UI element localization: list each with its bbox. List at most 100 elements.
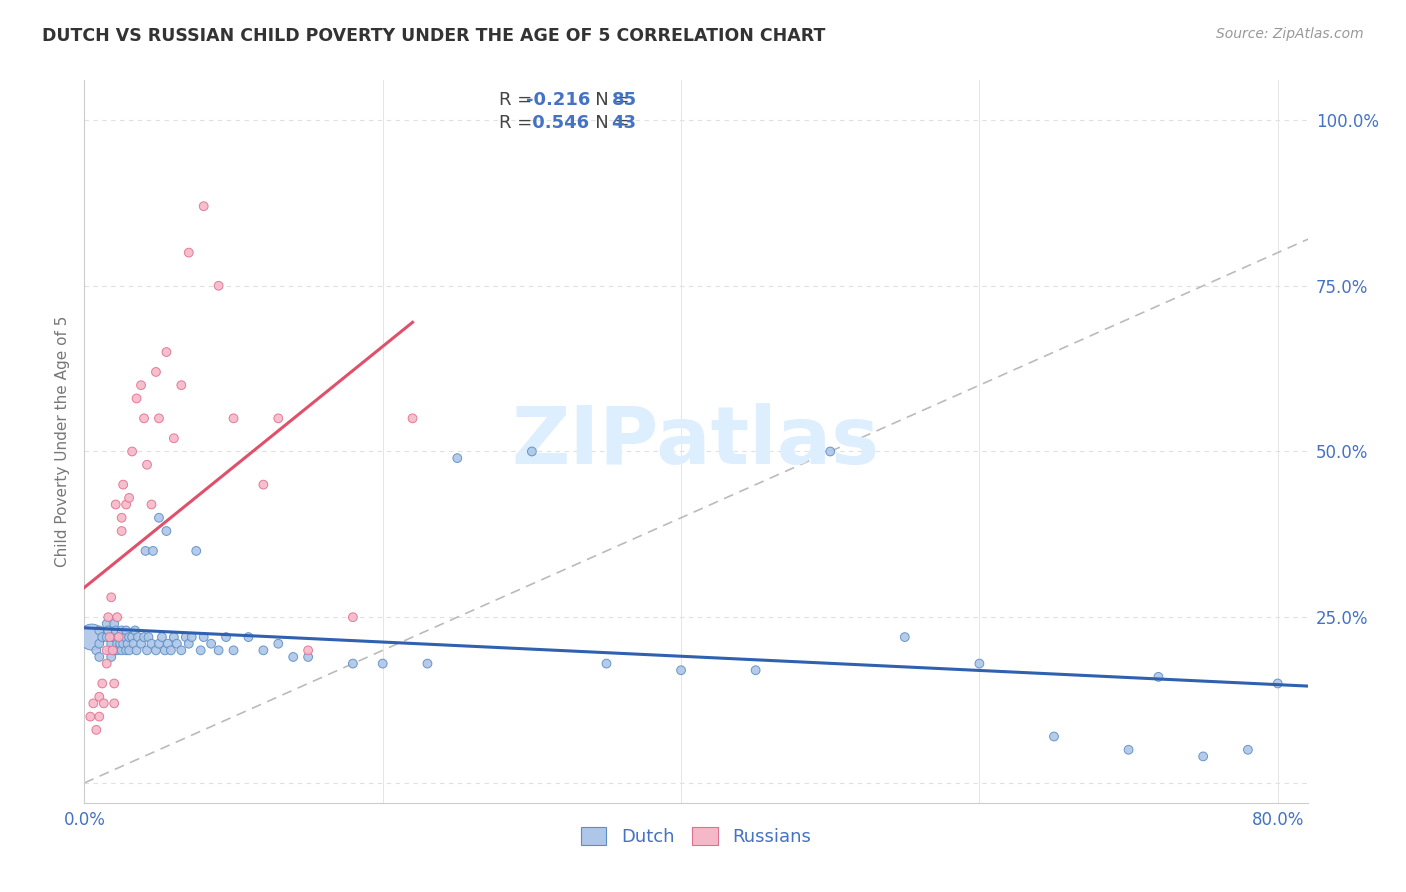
Point	[100, 650, 122, 665]
Point	[96, 643, 118, 657]
Point	[135, 544, 157, 558]
Point	[125, 643, 148, 657]
Point	[252, 643, 274, 657]
Point	[136, 458, 159, 472]
Point	[163, 630, 186, 644]
Point	[121, 630, 143, 644]
Point	[145, 643, 167, 657]
Point	[193, 630, 215, 644]
Point	[129, 378, 152, 392]
Point	[104, 624, 127, 638]
Point	[105, 610, 128, 624]
Point	[170, 643, 193, 657]
Point	[129, 637, 152, 651]
Point	[98, 643, 121, 657]
Point	[142, 544, 165, 558]
Point	[371, 657, 394, 671]
Point	[89, 624, 111, 638]
Point	[111, 510, 134, 524]
Point	[103, 697, 125, 711]
Point	[160, 643, 183, 657]
Point	[1237, 743, 1260, 757]
Point	[117, 637, 139, 651]
Point	[141, 637, 163, 651]
Point	[136, 643, 159, 657]
Point	[111, 524, 134, 538]
Point	[132, 411, 155, 425]
Point	[96, 630, 118, 644]
Point	[207, 278, 229, 293]
Point	[138, 630, 160, 644]
Point	[416, 657, 439, 671]
Point	[122, 637, 145, 651]
Text: R =: R =	[499, 114, 538, 132]
Point	[125, 392, 148, 406]
Point	[118, 491, 141, 505]
Text: 43: 43	[612, 114, 637, 132]
Point	[297, 643, 319, 657]
Point	[207, 643, 229, 657]
Point	[148, 411, 170, 425]
Point	[112, 637, 135, 651]
Point	[93, 697, 115, 711]
Point	[91, 676, 114, 690]
Point	[84, 643, 107, 657]
Text: 0.546: 0.546	[526, 114, 589, 132]
Point	[84, 723, 107, 737]
Point	[105, 643, 128, 657]
Point	[111, 624, 134, 638]
Point	[105, 637, 128, 651]
Point	[100, 591, 122, 605]
Text: ZIPatlas: ZIPatlas	[512, 402, 880, 481]
Point	[100, 637, 122, 651]
Point	[155, 524, 177, 538]
Point	[969, 657, 991, 671]
Point	[163, 431, 186, 445]
Point	[1118, 743, 1140, 757]
Point	[103, 630, 125, 644]
Point	[107, 630, 129, 644]
Point	[177, 637, 200, 651]
Point	[97, 610, 120, 624]
Point	[446, 451, 468, 466]
Point	[103, 643, 125, 657]
Point	[186, 544, 208, 558]
Point	[118, 643, 141, 657]
Point	[89, 709, 111, 723]
Text: -0.216: -0.216	[526, 91, 591, 109]
Point	[200, 637, 222, 651]
Point	[115, 624, 138, 638]
Text: N =: N =	[578, 91, 636, 109]
Text: Source: ZipAtlas.com: Source: ZipAtlas.com	[1216, 27, 1364, 41]
Point	[283, 650, 305, 665]
Point	[401, 411, 423, 425]
Point	[894, 630, 917, 644]
Point	[1192, 749, 1215, 764]
Text: 85: 85	[612, 91, 637, 109]
Point	[91, 630, 114, 644]
Point	[238, 630, 260, 644]
Point	[156, 637, 179, 651]
Point	[101, 630, 124, 644]
Point	[1043, 730, 1066, 744]
Point	[252, 477, 274, 491]
Point	[180, 630, 202, 644]
Point	[153, 643, 176, 657]
Point	[108, 637, 131, 651]
Point	[744, 663, 766, 677]
Point	[267, 411, 290, 425]
Point	[190, 643, 212, 657]
Point	[96, 616, 118, 631]
Point	[267, 637, 290, 651]
Point	[79, 709, 101, 723]
Point	[115, 643, 138, 657]
Point	[297, 650, 319, 665]
Point	[215, 630, 238, 644]
Point	[114, 630, 136, 644]
Point	[112, 477, 135, 491]
Point	[103, 676, 125, 690]
Point	[193, 199, 215, 213]
Point	[107, 630, 129, 644]
Point	[104, 498, 127, 512]
Point	[174, 630, 197, 644]
